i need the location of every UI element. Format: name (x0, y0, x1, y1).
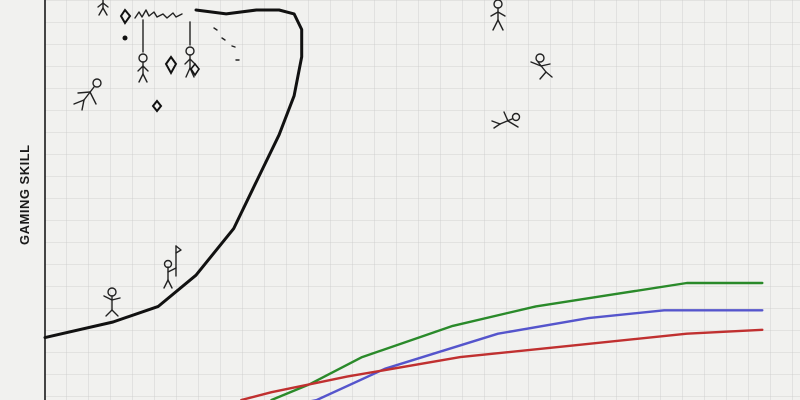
climbing-stick-figure-icon (103, 287, 121, 317)
diamond-icon (190, 62, 200, 77)
stick-figure-icon (97, 0, 109, 16)
diamond-icon (119, 8, 132, 25)
series-line-1 (43, 8, 304, 340)
hanging-stick-figure-icon (137, 19, 149, 83)
series-line-2 (270, 281, 764, 400)
doodles (73, 0, 553, 317)
grid-background (45, 0, 800, 400)
diamond-icon (164, 55, 178, 76)
series-layer (43, 8, 764, 400)
series-line-4 (240, 328, 764, 400)
falling-stick-figure-icon (73, 78, 102, 111)
hanging-stick-figure-icon (184, 21, 196, 78)
lying-stick-figure-icon (491, 111, 521, 129)
diamond-icon (151, 99, 163, 113)
tumbling-stick-figure-icon (530, 53, 553, 80)
series-line-3 (310, 309, 764, 400)
stick-figure-icon (490, 0, 506, 31)
rubble-scribble (134, 9, 183, 19)
flag-stick-figure-icon (163, 245, 182, 289)
motion-marks (213, 27, 240, 61)
pebble-icon (122, 35, 128, 41)
y-axis-label: GAMING SKILL (17, 144, 32, 245)
